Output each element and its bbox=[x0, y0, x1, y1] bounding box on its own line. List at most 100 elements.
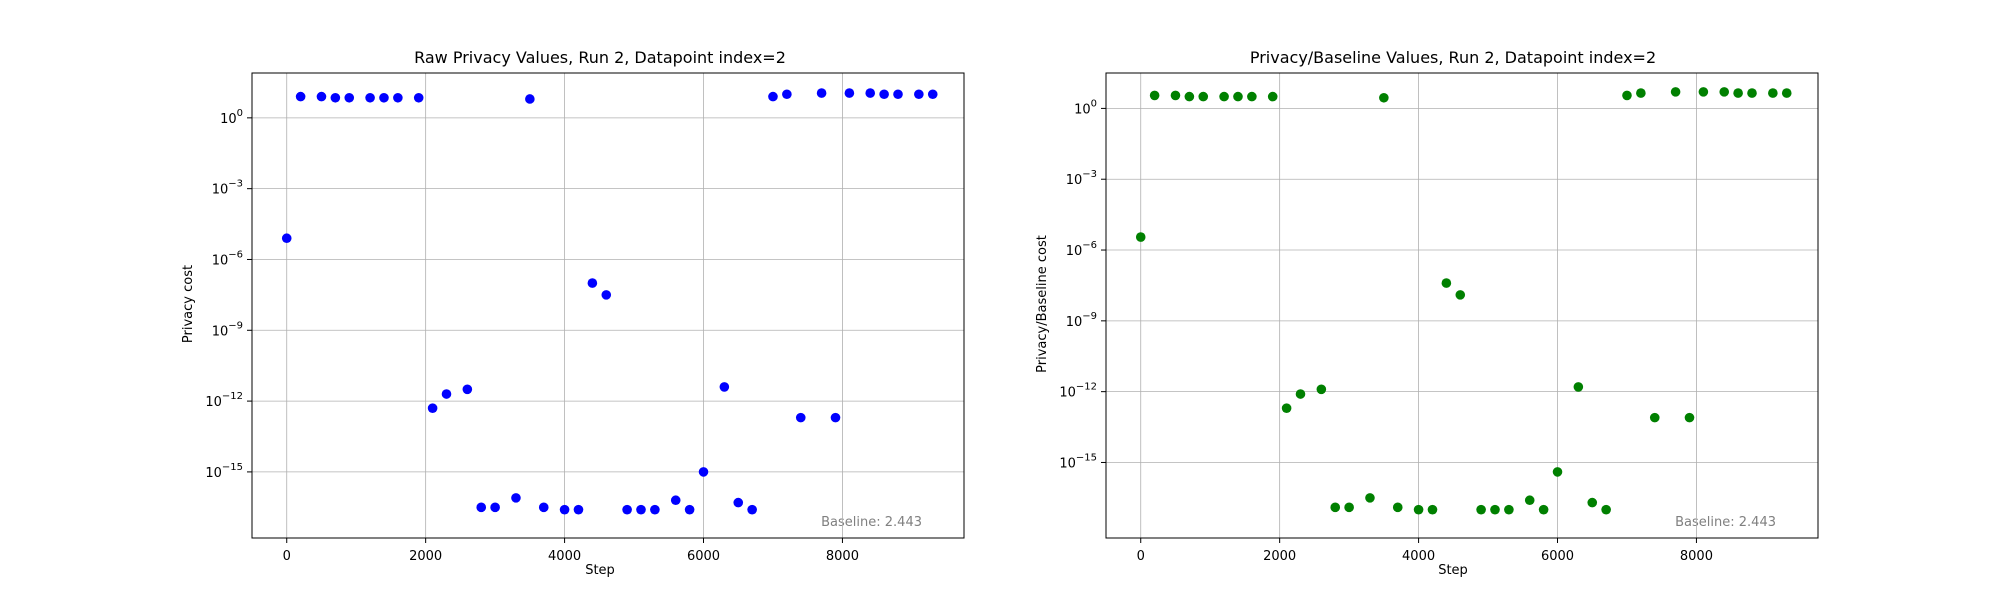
data-point bbox=[1455, 290, 1466, 300]
data-point bbox=[511, 493, 521, 503]
data-point bbox=[768, 91, 778, 102]
data-point bbox=[413, 92, 424, 103]
data-point bbox=[1316, 384, 1327, 395]
data-point bbox=[747, 504, 757, 515]
data-point bbox=[1649, 412, 1660, 423]
x-tick-label: 2000 bbox=[1263, 549, 1296, 564]
y-tick-label: 10−12 bbox=[205, 391, 243, 410]
y-tick-label: 10−9 bbox=[212, 320, 243, 339]
data-point bbox=[879, 89, 889, 100]
data-point bbox=[1413, 504, 1424, 515]
data-point bbox=[1698, 87, 1709, 97]
data-point bbox=[365, 92, 375, 103]
y-tick-label: 100 bbox=[1074, 98, 1097, 117]
y-tick-label: 10−6 bbox=[1066, 240, 1097, 259]
y-tick-label: 10−3 bbox=[1066, 169, 1097, 188]
data-point bbox=[379, 92, 389, 103]
data-point bbox=[1490, 504, 1500, 515]
data-point bbox=[559, 504, 570, 515]
data-point bbox=[1344, 502, 1354, 513]
data-point bbox=[1636, 88, 1646, 98]
data-point bbox=[650, 504, 660, 515]
y-tick-label: 10−15 bbox=[1059, 452, 1097, 471]
data-point bbox=[927, 89, 938, 100]
data-point bbox=[1601, 504, 1611, 515]
y-tick-label: 10−3 bbox=[212, 179, 243, 198]
data-point bbox=[1427, 504, 1438, 515]
x-tick-label: 0 bbox=[1137, 549, 1145, 564]
x-tick-label: 4000 bbox=[1402, 549, 1435, 564]
x-tick-label: 0 bbox=[283, 549, 291, 564]
data-point bbox=[1379, 92, 1389, 103]
data-point bbox=[795, 412, 806, 423]
x-tick-label: 8000 bbox=[826, 549, 859, 564]
data-point bbox=[670, 495, 681, 506]
data-point bbox=[1441, 278, 1452, 288]
data-point bbox=[393, 92, 403, 103]
data-point bbox=[1135, 232, 1146, 242]
data-point bbox=[1247, 91, 1257, 102]
data-point bbox=[316, 91, 327, 102]
data-point bbox=[1552, 467, 1563, 477]
data-point bbox=[1538, 504, 1549, 515]
x-axis-label-right: Step bbox=[1438, 563, 1468, 578]
data-point bbox=[1392, 502, 1403, 513]
data-point bbox=[1573, 382, 1584, 392]
baseline-annotation-left: Baseline: 2.443 bbox=[821, 515, 922, 530]
data-point bbox=[1670, 87, 1681, 97]
data-point bbox=[1233, 91, 1243, 102]
data-point bbox=[538, 502, 549, 513]
data-point bbox=[865, 88, 876, 98]
data-point bbox=[441, 389, 452, 399]
y-tick-label: 10−6 bbox=[212, 249, 243, 268]
data-point bbox=[462, 384, 473, 395]
data-point bbox=[1587, 497, 1598, 508]
data-point bbox=[330, 92, 341, 103]
subplot-right: Privacy/Baseline Values, Run 2, Datapoin… bbox=[1035, 48, 1819, 578]
y-tick-label: 10−12 bbox=[1059, 382, 1097, 401]
data-point bbox=[1170, 90, 1181, 101]
data-point bbox=[476, 502, 487, 513]
chart-title-right: Privacy/Baseline Values, Run 2, Datapoin… bbox=[1250, 48, 1656, 67]
x-tick-label: 6000 bbox=[687, 549, 720, 564]
data-point bbox=[816, 88, 827, 98]
x-tick-label: 4000 bbox=[548, 549, 581, 564]
data-point bbox=[1781, 88, 1792, 98]
data-point bbox=[893, 89, 903, 100]
data-point bbox=[344, 92, 355, 103]
plot-area-right: 0 2000 4000 6000 8000 100 10−3 10−6 10−9 10−12 10−… bbox=[1059, 72, 1819, 564]
data-point bbox=[733, 497, 744, 508]
data-point bbox=[1219, 91, 1229, 102]
data-point bbox=[1524, 495, 1535, 506]
data-point bbox=[636, 504, 646, 515]
data-point bbox=[1281, 403, 1292, 413]
data-point bbox=[1733, 88, 1743, 98]
data-point bbox=[427, 403, 438, 413]
axes-frame bbox=[251, 72, 965, 539]
data-point bbox=[782, 89, 792, 100]
data-point bbox=[1768, 88, 1778, 98]
data-point bbox=[1198, 91, 1209, 102]
data-point bbox=[1476, 504, 1486, 515]
data-point bbox=[719, 382, 730, 392]
chart-title-left: Raw Privacy Values, Run 2, Datapoint ind… bbox=[414, 48, 786, 67]
data-point bbox=[622, 504, 632, 515]
axes-frame bbox=[1105, 72, 1819, 539]
data-point bbox=[295, 91, 306, 102]
data-point bbox=[490, 502, 500, 513]
data-point bbox=[914, 89, 924, 100]
x-tick-label: 6000 bbox=[1541, 549, 1574, 564]
data-point bbox=[1330, 502, 1341, 513]
data-point bbox=[1184, 91, 1195, 102]
y-tick-label: 100 bbox=[220, 108, 243, 127]
data-point bbox=[587, 278, 598, 288]
data-point bbox=[1295, 389, 1306, 399]
data-point bbox=[601, 290, 612, 300]
x-axis-label-left: Step bbox=[585, 563, 615, 578]
subplot-left: Raw Privacy Values, Run 2, Datapoint ind… bbox=[181, 48, 965, 578]
data-point bbox=[1747, 88, 1757, 98]
x-tick-label: 8000 bbox=[1680, 549, 1713, 564]
data-point bbox=[281, 233, 292, 244]
y-axis-label-left: Privacy cost bbox=[181, 265, 196, 343]
